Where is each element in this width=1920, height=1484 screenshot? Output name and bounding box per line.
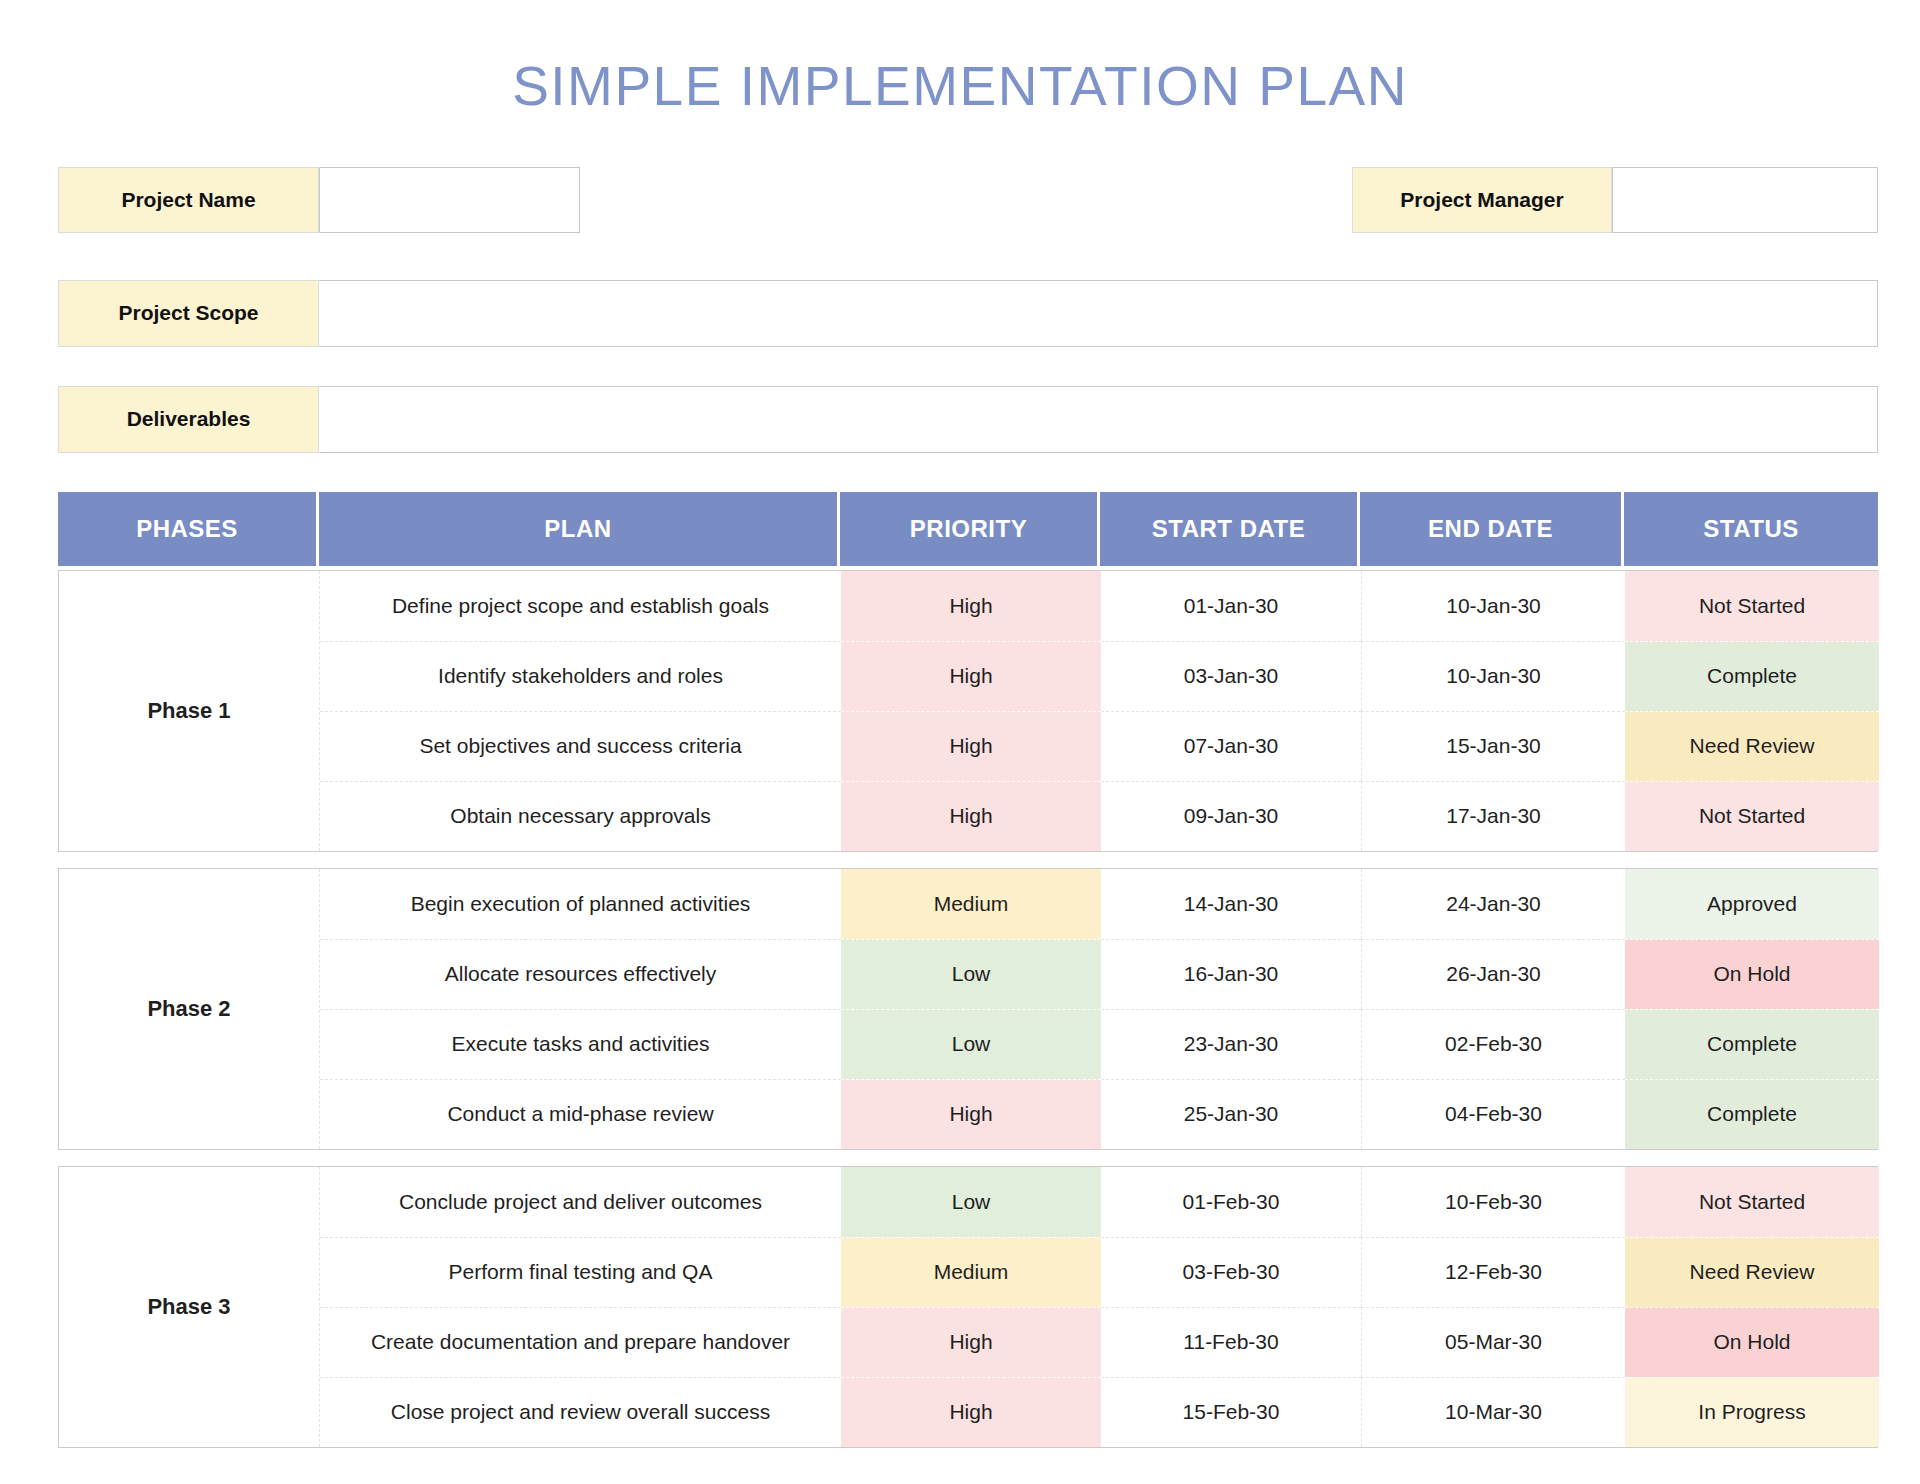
priority-cell[interactable]: High bbox=[841, 711, 1101, 781]
deliverables-label: Deliverables bbox=[58, 386, 319, 453]
plan-cell[interactable]: Define project scope and establish goals bbox=[320, 571, 841, 641]
priority-cell[interactable]: High bbox=[841, 641, 1101, 711]
end-date-cell[interactable]: 10-Jan-30 bbox=[1361, 641, 1625, 711]
end-date-cell[interactable]: 04-Feb-30 bbox=[1361, 1079, 1625, 1149]
end-date-cell[interactable]: 02-Feb-30 bbox=[1361, 1009, 1625, 1079]
plan-cell[interactable]: Set objectives and success criteria bbox=[320, 711, 841, 781]
start-date-cell[interactable]: 01-Jan-30 bbox=[1101, 571, 1361, 641]
priority-cell[interactable]: High bbox=[841, 1307, 1101, 1377]
status-cell[interactable]: Not Started bbox=[1625, 571, 1879, 641]
status-cell[interactable]: Complete bbox=[1625, 1009, 1879, 1079]
start-date-cell[interactable]: 16-Jan-30 bbox=[1101, 939, 1361, 1009]
priority-cell[interactable]: Medium bbox=[841, 1237, 1101, 1307]
column-header-plan: PLAN bbox=[319, 492, 840, 566]
start-date-cell[interactable]: 07-Jan-30 bbox=[1101, 711, 1361, 781]
deliverables-row: Deliverables bbox=[58, 386, 1878, 453]
start-date-cell[interactable]: 09-Jan-30 bbox=[1101, 781, 1361, 851]
status-cell[interactable]: On Hold bbox=[1625, 1307, 1879, 1377]
end-date-cell[interactable]: 10-Mar-30 bbox=[1361, 1377, 1625, 1447]
phase-block: Phase 1Define project scope and establis… bbox=[58, 570, 1878, 852]
plan-cell[interactable]: Execute tasks and activities bbox=[320, 1009, 841, 1079]
priority-cell[interactable]: High bbox=[841, 781, 1101, 851]
end-date-cell[interactable]: 17-Jan-30 bbox=[1361, 781, 1625, 851]
project-name-label: Project Name bbox=[58, 167, 319, 233]
priority-cell[interactable]: High bbox=[841, 1377, 1101, 1447]
plan-cell[interactable]: Conclude project and deliver outcomes bbox=[320, 1167, 841, 1237]
priority-cell[interactable]: Low bbox=[841, 1009, 1101, 1079]
priority-cell[interactable]: High bbox=[841, 571, 1101, 641]
start-date-cell[interactable]: 01-Feb-30 bbox=[1101, 1167, 1361, 1237]
plan-cell[interactable]: Conduct a mid-phase review bbox=[320, 1079, 841, 1149]
project-scope-input[interactable] bbox=[319, 280, 1878, 347]
project-scope-label: Project Scope bbox=[58, 280, 319, 347]
table-header-row: PHASES PLAN PRIORITY START DATE END DATE… bbox=[58, 492, 1878, 566]
table-body: Phase 1Define project scope and establis… bbox=[58, 570, 1878, 1448]
priority-cell[interactable]: High bbox=[841, 1079, 1101, 1149]
plan-cell[interactable]: Obtain necessary approvals bbox=[320, 781, 841, 851]
project-manager-label: Project Manager bbox=[1352, 167, 1612, 233]
start-date-cell[interactable]: 03-Feb-30 bbox=[1101, 1237, 1361, 1307]
plan-cell[interactable]: Create documentation and prepare handove… bbox=[320, 1307, 841, 1377]
phase-block: Phase 3Conclude project and deliver outc… bbox=[58, 1166, 1878, 1448]
project-info-row: Project Name Project Manager bbox=[0, 167, 1920, 233]
end-date-cell[interactable]: 12-Feb-30 bbox=[1361, 1237, 1625, 1307]
project-name-input[interactable] bbox=[319, 167, 580, 233]
project-manager-input[interactable] bbox=[1612, 167, 1878, 233]
start-date-cell[interactable]: 14-Jan-30 bbox=[1101, 869, 1361, 939]
priority-cell[interactable]: Low bbox=[841, 1167, 1101, 1237]
status-cell[interactable]: Approved bbox=[1625, 869, 1879, 939]
end-date-cell[interactable]: 15-Jan-30 bbox=[1361, 711, 1625, 781]
status-cell[interactable]: Need Review bbox=[1625, 1237, 1879, 1307]
status-cell[interactable]: In Progress bbox=[1625, 1377, 1879, 1447]
start-date-cell[interactable]: 23-Jan-30 bbox=[1101, 1009, 1361, 1079]
status-cell[interactable]: Not Started bbox=[1625, 1167, 1879, 1237]
column-header-priority: PRIORITY bbox=[840, 492, 1100, 566]
end-date-cell[interactable]: 05-Mar-30 bbox=[1361, 1307, 1625, 1377]
plan-cell[interactable]: Perform final testing and QA bbox=[320, 1237, 841, 1307]
start-date-cell[interactable]: 15-Feb-30 bbox=[1101, 1377, 1361, 1447]
start-date-cell[interactable]: 03-Jan-30 bbox=[1101, 641, 1361, 711]
status-cell[interactable]: Complete bbox=[1625, 641, 1879, 711]
column-header-phases: PHASES bbox=[58, 492, 319, 566]
status-cell[interactable]: Need Review bbox=[1625, 711, 1879, 781]
deliverables-input[interactable] bbox=[319, 386, 1878, 453]
plan-cell[interactable]: Allocate resources effectively bbox=[320, 939, 841, 1009]
priority-cell[interactable]: Low bbox=[841, 939, 1101, 1009]
column-header-end-date: END DATE bbox=[1360, 492, 1624, 566]
page-title: SIMPLE IMPLEMENTATION PLAN bbox=[0, 52, 1920, 121]
implementation-table: PHASES PLAN PRIORITY START DATE END DATE… bbox=[58, 492, 1878, 1448]
priority-cell[interactable]: Medium bbox=[841, 869, 1101, 939]
implementation-plan-page: SIMPLE IMPLEMENTATION PLAN Project Name … bbox=[0, 52, 1920, 1484]
column-header-status: STATUS bbox=[1624, 492, 1878, 566]
plan-cell[interactable]: Close project and review overall success bbox=[320, 1377, 841, 1447]
project-scope-row: Project Scope bbox=[58, 280, 1878, 347]
column-header-start-date: START DATE bbox=[1100, 492, 1360, 566]
start-date-cell[interactable]: 25-Jan-30 bbox=[1101, 1079, 1361, 1149]
status-cell[interactable]: Complete bbox=[1625, 1079, 1879, 1149]
plan-cell[interactable]: Begin execution of planned activities bbox=[320, 869, 841, 939]
start-date-cell[interactable]: 11-Feb-30 bbox=[1101, 1307, 1361, 1377]
end-date-cell[interactable]: 10-Jan-30 bbox=[1361, 571, 1625, 641]
phase-name-cell: Phase 3 bbox=[59, 1167, 320, 1447]
status-cell[interactable]: Not Started bbox=[1625, 781, 1879, 851]
status-cell[interactable]: On Hold bbox=[1625, 939, 1879, 1009]
phase-block: Phase 2Begin execution of planned activi… bbox=[58, 868, 1878, 1150]
end-date-cell[interactable]: 10-Feb-30 bbox=[1361, 1167, 1625, 1237]
end-date-cell[interactable]: 24-Jan-30 bbox=[1361, 869, 1625, 939]
plan-cell[interactable]: Identify stakeholders and roles bbox=[320, 641, 841, 711]
phase-name-cell: Phase 2 bbox=[59, 869, 320, 1149]
end-date-cell[interactable]: 26-Jan-30 bbox=[1361, 939, 1625, 1009]
phase-name-cell: Phase 1 bbox=[59, 571, 320, 851]
